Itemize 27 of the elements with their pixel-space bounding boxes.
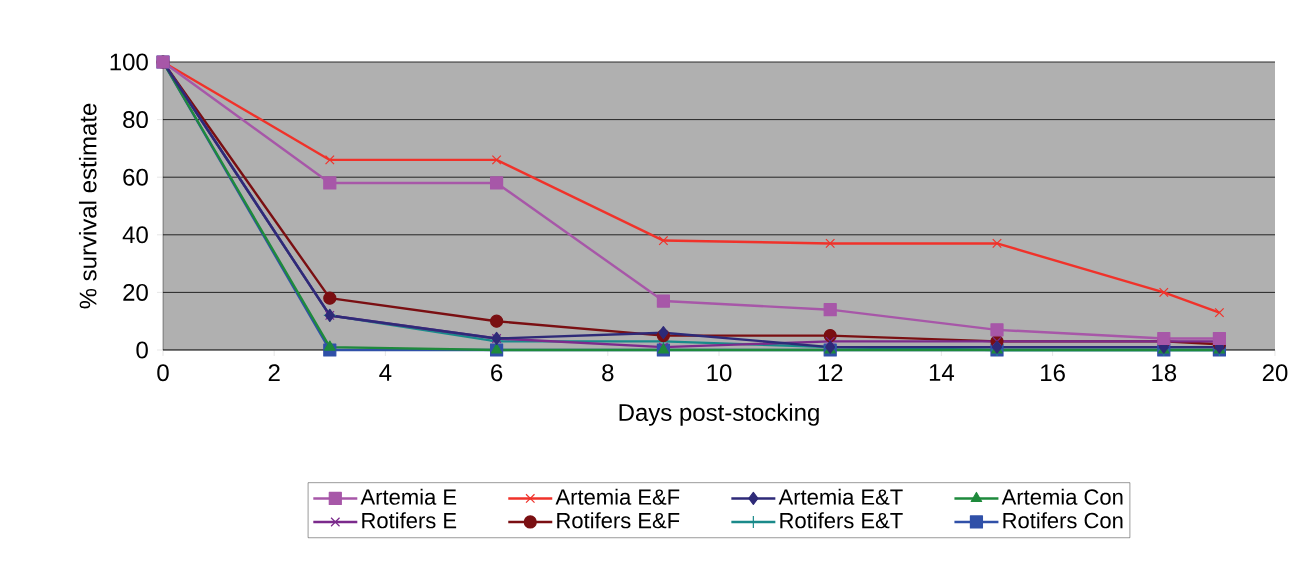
- x-tick-label: 16: [1041, 364, 1065, 382]
- x-tick-label: 4: [379, 364, 392, 381]
- legend-label: Artemia Con: [1001, 488, 1123, 505]
- legend-label: Rotifers E&F: [557, 512, 680, 529]
- x-tick-label: 18: [1152, 364, 1177, 382]
- y-tick-label: 20: [123, 283, 148, 301]
- x-tick-label: 2: [268, 364, 280, 381]
- x-tick-label: 6: [491, 364, 503, 382]
- y-tick-label: 40: [122, 226, 148, 244]
- x-axis-title: Days post-stocking: [619, 403, 819, 426]
- x-tick-label: 10: [707, 364, 732, 382]
- x-tick-label: 0: [157, 364, 169, 382]
- x-tick-label: 8: [602, 364, 614, 382]
- x-tick-label: 12: [818, 364, 843, 381]
- legend-label: Rotifers E&T: [780, 512, 903, 529]
- legend-label: Rotifers Con: [1003, 512, 1123, 529]
- y-tick-label: 100: [110, 53, 148, 71]
- legend-label: Artemia E&T: [778, 488, 903, 505]
- y-tick-label: 60: [123, 168, 148, 186]
- y-tick-label: 0: [136, 341, 148, 359]
- y-tick-label: 80: [123, 111, 148, 129]
- y-axis-title: % survival estimate: [78, 103, 97, 309]
- legend-label: Artemia E&F: [555, 488, 680, 505]
- x-tick-label: 14: [929, 364, 955, 381]
- legend-label: Rotifers E: [362, 512, 457, 529]
- x-tick-label: 20: [1262, 364, 1288, 382]
- legend-label: Artemia E: [360, 488, 457, 505]
